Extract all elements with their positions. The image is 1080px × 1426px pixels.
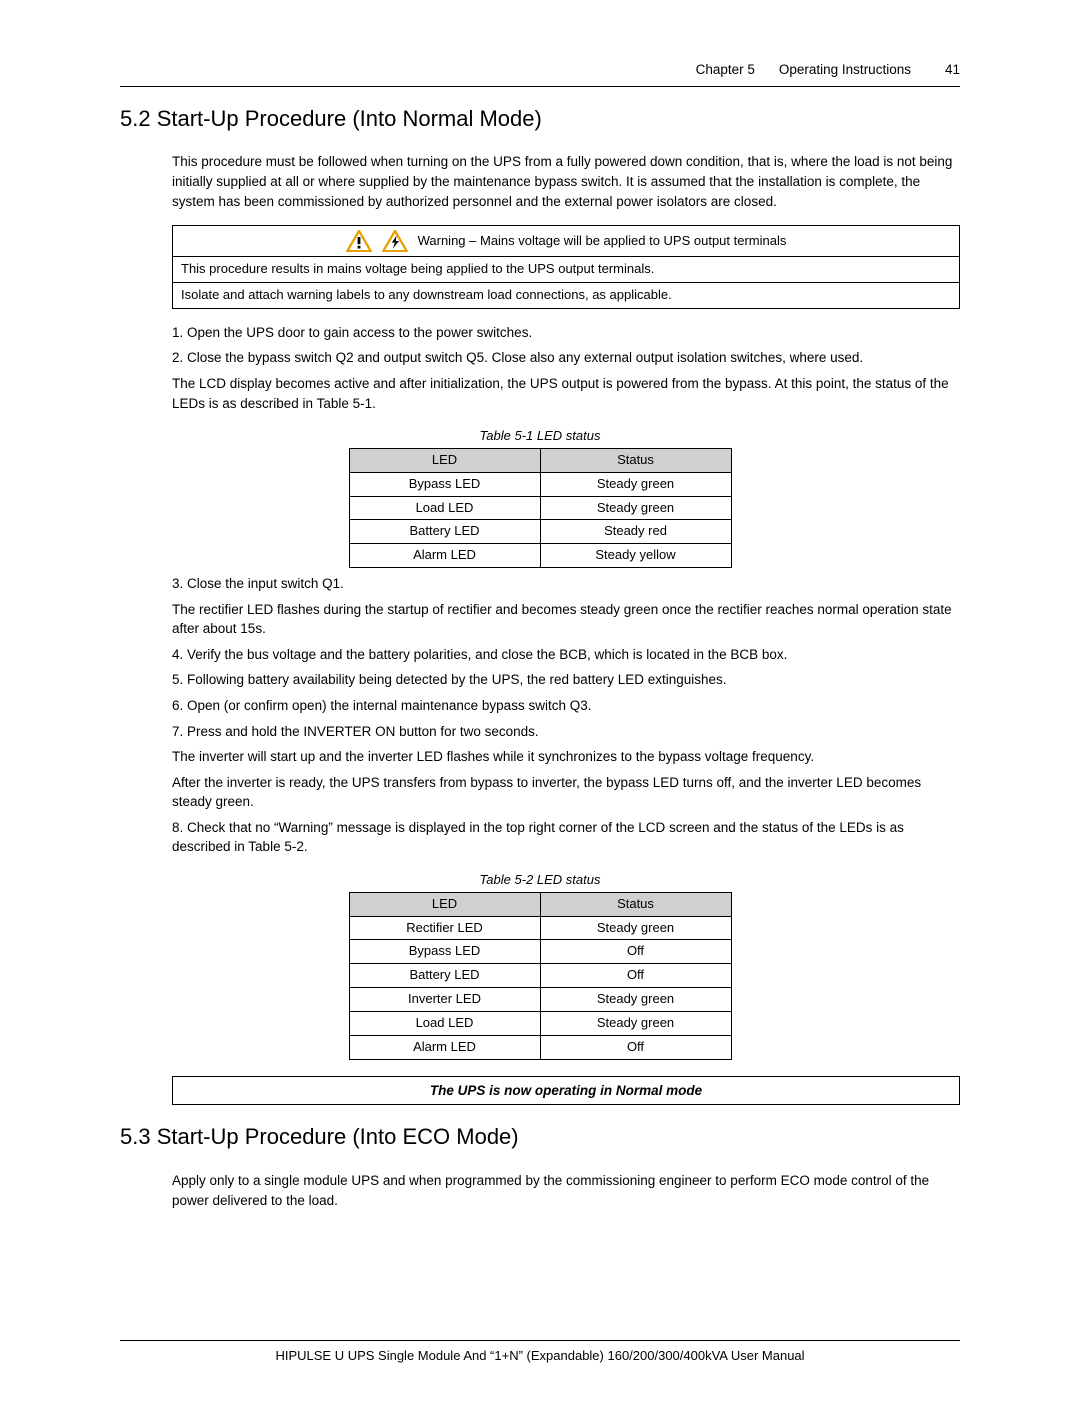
- cell-status: Off: [540, 1035, 731, 1059]
- step-5: 5. Following battery availability being …: [172, 670, 960, 690]
- cell-led: Inverter LED: [349, 988, 540, 1012]
- cell-status: Steady yellow: [540, 544, 731, 568]
- table-row: Inverter LEDSteady green: [349, 988, 731, 1012]
- cell-status: Steady green: [540, 472, 731, 496]
- table-row: Rectifier LEDSteady green: [349, 916, 731, 940]
- cell-led: Alarm LED: [349, 544, 540, 568]
- table-row: Load LEDSteady green: [349, 496, 731, 520]
- step-6: 6. Open (or confirm open) the internal m…: [172, 696, 960, 716]
- cell-led: Rectifier LED: [349, 916, 540, 940]
- cell-status: Off: [540, 940, 731, 964]
- cell-status: Steady green: [540, 916, 731, 940]
- warning-line-1: This procedure results in mains voltage …: [173, 257, 959, 283]
- section-5-3-heading: 5.3 Start-Up Procedure (Into ECO Mode): [120, 1121, 960, 1153]
- cell-led: Alarm LED: [349, 1035, 540, 1059]
- warning-bolt-icon: [382, 230, 408, 252]
- page-header: Chapter 5 Operating Instructions 41: [120, 60, 960, 80]
- table-row: Bypass LEDOff: [349, 940, 731, 964]
- table-row: Battery LEDOff: [349, 964, 731, 988]
- table-row: Alarm LEDSteady yellow: [349, 544, 731, 568]
- table-header-led: LED: [349, 448, 540, 472]
- after-step-7b: After the inverter is ready, the UPS tra…: [172, 773, 960, 812]
- warning-line-2: Isolate and attach warning labels to any…: [173, 283, 959, 308]
- page-number: 41: [945, 60, 960, 80]
- cell-status: Off: [540, 964, 731, 988]
- table-row: Bypass LEDSteady green: [349, 472, 731, 496]
- warning-box: Warning – Mains voltage will be applied …: [172, 225, 960, 309]
- normal-mode-note: The UPS is now operating in Normal mode: [172, 1076, 960, 1106]
- section-5-2-heading: 5.2 Start-Up Procedure (Into Normal Mode…: [120, 103, 960, 135]
- table-5-1: LED Status Bypass LEDSteady green Load L…: [349, 448, 732, 568]
- cell-led: Load LED: [349, 1011, 540, 1035]
- table-5-2: LED Status Rectifier LEDSteady green Byp…: [349, 892, 732, 1060]
- header-rule: [120, 86, 960, 87]
- table-row: Battery LEDSteady red: [349, 520, 731, 544]
- cell-led: Battery LED: [349, 520, 540, 544]
- section-5-2-intro: This procedure must be followed when tur…: [172, 152, 960, 211]
- cell-status: Steady green: [540, 1011, 731, 1035]
- warning-title: Warning – Mains voltage will be applied …: [418, 232, 787, 251]
- warning-exclaim-icon: [346, 230, 372, 252]
- table-5-1-caption: Table 5-1 LED status: [120, 427, 960, 446]
- table-row: Load LEDSteady green: [349, 1011, 731, 1035]
- table-row: LED Status: [349, 448, 731, 472]
- cell-led: Load LED: [349, 496, 540, 520]
- section-5-3-intro: Apply only to a single module UPS and wh…: [172, 1171, 960, 1210]
- table-header-status: Status: [540, 448, 731, 472]
- chapter-title: Operating Instructions: [779, 60, 911, 80]
- table-header-led: LED: [349, 892, 540, 916]
- table-row: Alarm LEDOff: [349, 1035, 731, 1059]
- step-2: 2. Close the bypass switch Q2 and output…: [172, 348, 960, 368]
- cell-led: Bypass LED: [349, 940, 540, 964]
- after-step-2: The LCD display becomes active and after…: [172, 374, 960, 413]
- cell-led: Battery LED: [349, 964, 540, 988]
- cell-status: Steady red: [540, 520, 731, 544]
- cell-led: Bypass LED: [349, 472, 540, 496]
- step-3: 3. Close the input switch Q1.: [172, 574, 960, 594]
- warning-header: Warning – Mains voltage will be applied …: [173, 226, 959, 257]
- step-4: 4. Verify the bus voltage and the batter…: [172, 645, 960, 665]
- chapter-label: Chapter 5: [696, 60, 755, 80]
- step-8: 8. Check that no “Warning” message is di…: [172, 818, 960, 857]
- after-step-7a: The inverter will start up and the inver…: [172, 747, 960, 767]
- table-row: LED Status: [349, 892, 731, 916]
- step-7: 7. Press and hold the INVERTER ON button…: [172, 722, 960, 742]
- cell-status: Steady green: [540, 988, 731, 1012]
- page-footer: HIPULSE U UPS Single Module And “1+N” (E…: [120, 1340, 960, 1366]
- cell-status: Steady green: [540, 496, 731, 520]
- table-header-status: Status: [540, 892, 731, 916]
- step-1: 1. Open the UPS door to gain access to t…: [172, 323, 960, 343]
- after-step-3: The rectifier LED flashes during the sta…: [172, 600, 960, 639]
- table-5-2-caption: Table 5-2 LED status: [120, 871, 960, 890]
